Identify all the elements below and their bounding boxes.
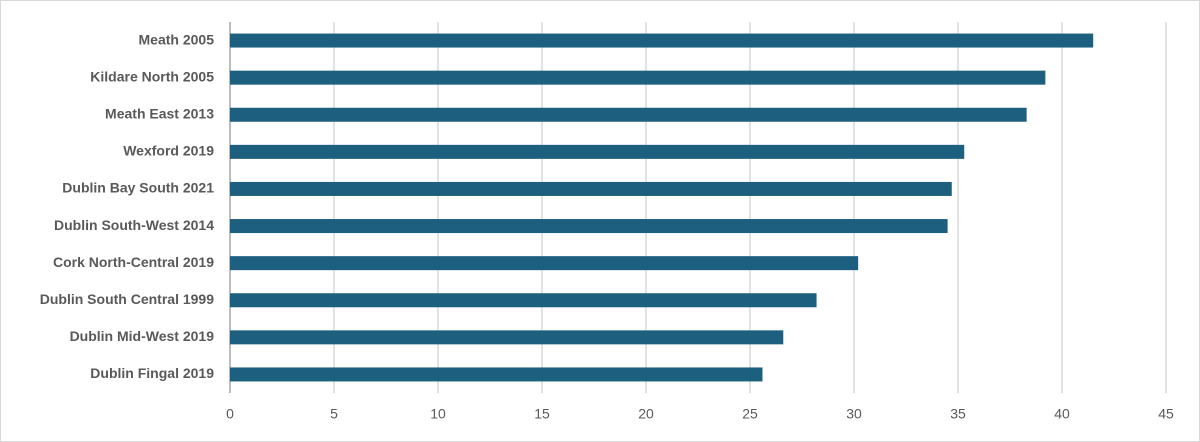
y-tick-label: Wexford 2019 [123, 143, 214, 159]
x-tick-label: 45 [1158, 406, 1174, 422]
x-tick-label: 25 [742, 406, 758, 422]
bar [230, 70, 1046, 85]
y-tick-label: Meath 2005 [139, 31, 215, 47]
bar [230, 367, 763, 382]
bar [230, 181, 952, 196]
bar [230, 144, 965, 159]
x-tick-label: 35 [950, 406, 966, 422]
x-tick-label: 0 [226, 406, 234, 422]
bar [230, 330, 784, 345]
y-tick-label: Dublin Mid-West 2019 [70, 328, 215, 344]
bar [230, 107, 1027, 122]
bar [230, 219, 948, 234]
bar [230, 33, 1094, 48]
bar [230, 293, 817, 308]
x-tick-label: 5 [330, 406, 338, 422]
x-tick-label: 10 [430, 406, 446, 422]
y-tick-label: Meath East 2013 [105, 105, 214, 121]
x-tick-label: 40 [1054, 406, 1070, 422]
x-tick-label: 20 [638, 406, 654, 422]
x-tick-label: 30 [846, 406, 862, 422]
y-tick-label: Dublin Fingal 2019 [90, 365, 214, 381]
x-tick-label: 15 [534, 406, 550, 422]
y-tick-label: Kildare North 2005 [90, 68, 214, 84]
y-tick-label: Cork North-Central 2019 [53, 254, 214, 270]
y-tick-label: Dublin South Central 1999 [40, 291, 214, 307]
y-tick-label: Dublin South-West 2014 [54, 217, 214, 233]
y-tick-label: Dublin Bay South 2021 [62, 180, 214, 196]
bar [230, 256, 859, 271]
